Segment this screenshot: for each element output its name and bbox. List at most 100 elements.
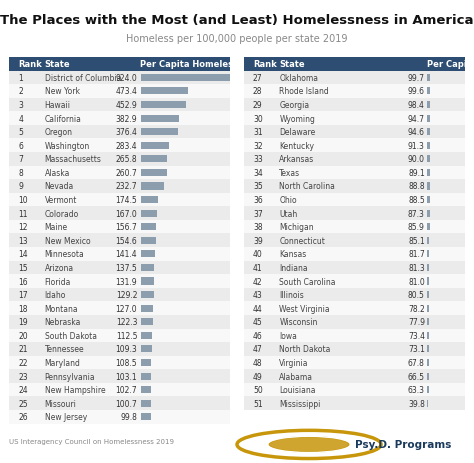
Text: Alaska: Alaska bbox=[45, 169, 70, 177]
FancyBboxPatch shape bbox=[141, 224, 156, 231]
Text: District of Columbia: District of Columbia bbox=[45, 74, 121, 83]
FancyBboxPatch shape bbox=[141, 115, 179, 122]
Text: 12: 12 bbox=[18, 223, 28, 232]
Text: 452.9: 452.9 bbox=[116, 101, 137, 110]
FancyBboxPatch shape bbox=[9, 207, 230, 220]
FancyBboxPatch shape bbox=[141, 88, 188, 95]
FancyBboxPatch shape bbox=[141, 156, 167, 163]
FancyBboxPatch shape bbox=[427, 156, 429, 163]
Text: Wyoming: Wyoming bbox=[279, 114, 315, 123]
FancyBboxPatch shape bbox=[427, 332, 429, 339]
FancyBboxPatch shape bbox=[427, 386, 429, 393]
Text: New Jersey: New Jersey bbox=[45, 413, 87, 421]
Text: 109.3: 109.3 bbox=[116, 344, 137, 354]
FancyBboxPatch shape bbox=[141, 373, 151, 380]
FancyBboxPatch shape bbox=[244, 369, 465, 383]
Text: Washington: Washington bbox=[45, 141, 90, 150]
Text: 78.2: 78.2 bbox=[408, 304, 425, 313]
FancyBboxPatch shape bbox=[427, 291, 429, 299]
Text: Iowa: Iowa bbox=[279, 331, 297, 340]
Text: Indiana: Indiana bbox=[279, 263, 308, 272]
Text: Arizona: Arizona bbox=[45, 263, 74, 272]
Text: 19: 19 bbox=[18, 318, 28, 326]
Text: 103.1: 103.1 bbox=[116, 372, 137, 381]
FancyBboxPatch shape bbox=[9, 410, 230, 424]
FancyBboxPatch shape bbox=[427, 115, 430, 122]
FancyBboxPatch shape bbox=[9, 342, 230, 356]
Text: 45: 45 bbox=[253, 318, 263, 326]
Text: Maine: Maine bbox=[45, 223, 68, 232]
Text: Michigan: Michigan bbox=[279, 223, 314, 232]
FancyBboxPatch shape bbox=[244, 125, 465, 139]
Text: 100.7: 100.7 bbox=[116, 399, 137, 408]
Ellipse shape bbox=[269, 437, 349, 452]
Text: Tennessee: Tennessee bbox=[45, 344, 84, 354]
Text: 32: 32 bbox=[253, 141, 263, 150]
FancyBboxPatch shape bbox=[141, 75, 233, 81]
Text: 35: 35 bbox=[253, 182, 263, 191]
FancyBboxPatch shape bbox=[141, 400, 151, 407]
FancyBboxPatch shape bbox=[9, 220, 230, 234]
Text: 260.7: 260.7 bbox=[116, 169, 137, 177]
Text: 4: 4 bbox=[18, 114, 23, 123]
Text: State: State bbox=[279, 60, 305, 69]
Text: West Virginia: West Virginia bbox=[279, 304, 330, 313]
Text: 10: 10 bbox=[18, 196, 28, 205]
Text: 15: 15 bbox=[18, 263, 28, 272]
FancyBboxPatch shape bbox=[427, 305, 429, 312]
Text: South Dakota: South Dakota bbox=[45, 331, 97, 340]
FancyBboxPatch shape bbox=[141, 264, 155, 271]
FancyBboxPatch shape bbox=[244, 383, 465, 396]
Text: 30: 30 bbox=[253, 114, 263, 123]
FancyBboxPatch shape bbox=[427, 264, 429, 271]
Text: Maryland: Maryland bbox=[45, 358, 81, 367]
Text: 174.5: 174.5 bbox=[116, 196, 137, 205]
Text: 88.5: 88.5 bbox=[408, 196, 425, 205]
FancyBboxPatch shape bbox=[141, 102, 186, 109]
FancyBboxPatch shape bbox=[244, 99, 465, 112]
FancyBboxPatch shape bbox=[9, 58, 230, 71]
FancyBboxPatch shape bbox=[244, 342, 465, 356]
Text: 21: 21 bbox=[18, 344, 28, 354]
FancyBboxPatch shape bbox=[141, 169, 167, 176]
FancyBboxPatch shape bbox=[244, 248, 465, 261]
FancyBboxPatch shape bbox=[427, 88, 430, 95]
FancyBboxPatch shape bbox=[141, 129, 178, 136]
FancyBboxPatch shape bbox=[244, 302, 465, 315]
FancyBboxPatch shape bbox=[9, 248, 230, 261]
Text: Colorado: Colorado bbox=[45, 209, 79, 218]
Text: 122.3: 122.3 bbox=[116, 318, 137, 326]
FancyBboxPatch shape bbox=[141, 413, 151, 420]
Text: 22: 22 bbox=[18, 358, 28, 367]
Text: 33: 33 bbox=[253, 155, 263, 164]
FancyBboxPatch shape bbox=[244, 275, 465, 288]
FancyBboxPatch shape bbox=[9, 315, 230, 329]
FancyBboxPatch shape bbox=[141, 345, 152, 353]
Text: 94.7: 94.7 bbox=[408, 114, 425, 123]
Text: 24: 24 bbox=[18, 385, 28, 394]
Text: 20: 20 bbox=[18, 331, 28, 340]
FancyBboxPatch shape bbox=[141, 319, 153, 325]
Text: 2: 2 bbox=[18, 87, 23, 96]
FancyBboxPatch shape bbox=[427, 183, 429, 190]
Text: Massachusetts: Massachusetts bbox=[45, 155, 101, 164]
FancyBboxPatch shape bbox=[9, 125, 230, 139]
Text: 37: 37 bbox=[253, 209, 263, 218]
Text: Kansas: Kansas bbox=[279, 250, 307, 259]
FancyBboxPatch shape bbox=[141, 291, 154, 299]
FancyBboxPatch shape bbox=[427, 319, 429, 325]
Text: 131.9: 131.9 bbox=[116, 277, 137, 286]
Text: Montana: Montana bbox=[45, 304, 78, 313]
FancyBboxPatch shape bbox=[244, 288, 465, 302]
Text: 94.6: 94.6 bbox=[408, 128, 425, 137]
FancyBboxPatch shape bbox=[141, 143, 169, 150]
Text: 34: 34 bbox=[253, 169, 263, 177]
FancyBboxPatch shape bbox=[141, 305, 154, 312]
Text: New York: New York bbox=[45, 87, 80, 96]
Text: Minnesota: Minnesota bbox=[45, 250, 84, 259]
Text: 16: 16 bbox=[18, 277, 28, 286]
Text: 85.9: 85.9 bbox=[408, 223, 425, 232]
Text: 1: 1 bbox=[18, 74, 23, 83]
Text: 25: 25 bbox=[18, 399, 28, 408]
FancyBboxPatch shape bbox=[427, 359, 429, 366]
